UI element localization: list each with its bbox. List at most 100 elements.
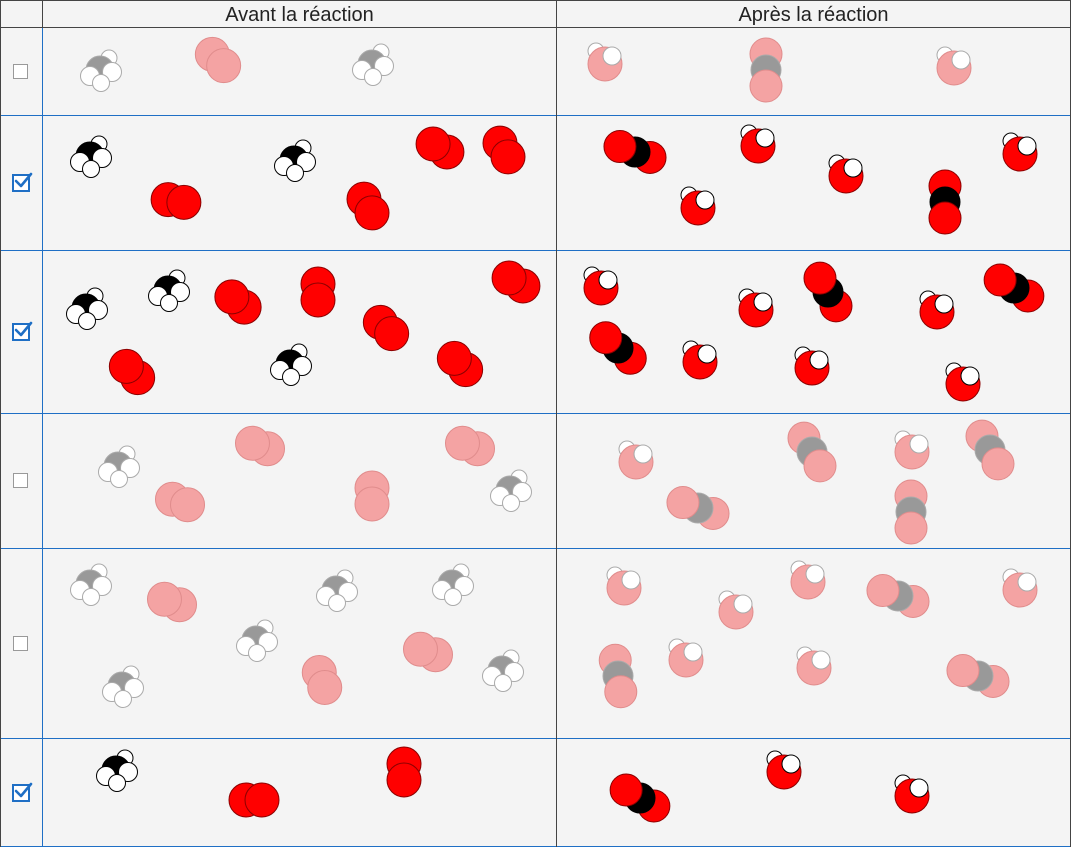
- hydrogen-atom: [805, 564, 825, 584]
- methane-molecule: [102, 665, 144, 708]
- reaction-row: [0, 548, 1071, 738]
- unchecked-checkbox[interactable]: [13, 64, 28, 79]
- methane-molecule: [80, 49, 122, 92]
- checkbox-cell: [0, 115, 42, 250]
- methane-molecule: [352, 43, 394, 86]
- oxygen-molecule: [386, 746, 422, 798]
- hydrogen-atom: [1017, 136, 1037, 156]
- hydrogen-atom: [282, 368, 300, 386]
- oxygen-molecule: [436, 340, 484, 388]
- water-molecule: [894, 774, 930, 814]
- water-molecule: [796, 646, 832, 686]
- oxygen-atom: [803, 449, 837, 483]
- carbon-dioxide-molecule: [983, 263, 1045, 313]
- oxygen-atom: [386, 762, 422, 798]
- water-molecule: [828, 154, 864, 194]
- hydrogen-atom: [951, 50, 971, 70]
- oxygen-atom: [146, 581, 182, 617]
- hydrogen-atom: [92, 74, 110, 92]
- header-after: Après la réaction: [556, 0, 1071, 28]
- hydrogen-atom: [934, 294, 954, 314]
- hydrogen-atom: [364, 68, 382, 86]
- carbon-dioxide-molecule: [589, 321, 647, 375]
- water-molecule: [1002, 568, 1038, 608]
- water-molecule: [790, 560, 826, 600]
- checkmark-icon: [14, 782, 33, 797]
- oxygen-molecule: [491, 260, 541, 304]
- oxygen-molecule: [354, 470, 390, 522]
- checked-checkbox[interactable]: [12, 782, 33, 802]
- oxygen-atom: [491, 260, 527, 296]
- oxygen-molecule: [150, 182, 202, 220]
- oxygen-atom: [307, 670, 343, 706]
- hydrogen-atom: [328, 594, 346, 612]
- oxygen-molecule: [108, 348, 156, 396]
- water-molecule: [618, 440, 654, 480]
- hydrogen-atom: [598, 270, 618, 290]
- oxygen-atom: [415, 126, 451, 162]
- checked-checkbox[interactable]: [12, 321, 33, 341]
- hydrogen-atom: [909, 434, 929, 454]
- oxygen-atom: [374, 316, 410, 352]
- water-molecule: [1002, 132, 1038, 172]
- carbon-dioxide-molecule: [894, 479, 928, 545]
- hydrogen-atom: [633, 444, 653, 464]
- water-molecule: [766, 750, 802, 790]
- water-molecule: [583, 266, 619, 306]
- oxygen-atom: [666, 486, 700, 520]
- hydrogen-atom: [695, 190, 715, 210]
- hydrogen-atom: [755, 128, 775, 148]
- water-molecule: [945, 362, 981, 402]
- carbon-dioxide-molecule: [866, 574, 930, 618]
- row-divider: [0, 738, 1071, 739]
- checkbox-cell: [0, 548, 42, 738]
- oxygen-atom: [609, 773, 643, 807]
- hydrogen-atom: [781, 754, 801, 774]
- hydrogen-atom: [248, 644, 266, 662]
- header-before: Avant la réaction: [42, 0, 557, 28]
- unchecked-checkbox[interactable]: [13, 635, 28, 651]
- oxygen-atom: [166, 184, 202, 220]
- hydrogen-atom: [444, 588, 462, 606]
- oxygen-molecule: [194, 36, 242, 84]
- oxygen-atom: [402, 631, 438, 667]
- water-molecule: [919, 290, 955, 330]
- carbon-dioxide-molecule: [666, 486, 730, 530]
- methane-molecule: [316, 569, 358, 612]
- hydrogen-atom: [502, 494, 520, 512]
- carbon-dioxide-molecule: [787, 421, 837, 483]
- water-molecule: [718, 590, 754, 630]
- reaction-row: [0, 738, 1071, 847]
- water-molecule: [682, 340, 718, 380]
- oxygen-molecule: [234, 425, 286, 467]
- oxygen-atom: [946, 654, 980, 688]
- methane-molecule: [70, 135, 112, 178]
- checkmark-icon: [14, 172, 33, 187]
- water-molecule: [606, 566, 642, 606]
- oxygen-atom: [490, 139, 526, 175]
- oxygen-atom: [604, 675, 638, 709]
- methane-molecule: [432, 563, 474, 606]
- methane-molecule: [148, 269, 190, 312]
- checkbox-cell: [0, 738, 42, 847]
- carbon-dioxide-molecule: [609, 773, 671, 823]
- water-molecule: [740, 124, 776, 164]
- molecule-layer: [98, 419, 1015, 545]
- oxygen-atom: [206, 48, 242, 84]
- hydrogen-atom: [960, 366, 980, 386]
- oxygen-molecule: [146, 581, 198, 623]
- oxygen-atom: [589, 321, 623, 355]
- molecule-layer: [70, 560, 1038, 709]
- hydrogen-atom: [82, 588, 100, 606]
- methane-molecule: [482, 649, 524, 692]
- unchecked-checkbox[interactable]: [13, 473, 28, 488]
- methane-molecule: [236, 619, 278, 662]
- reaction-row: [0, 413, 1071, 548]
- hydrogen-atom: [108, 774, 126, 792]
- hydrogen-atom: [286, 164, 304, 182]
- checked-checkbox[interactable]: [12, 172, 33, 192]
- hydrogen-atom: [811, 650, 831, 670]
- methane-molecule: [98, 445, 140, 488]
- water-molecule: [668, 638, 704, 678]
